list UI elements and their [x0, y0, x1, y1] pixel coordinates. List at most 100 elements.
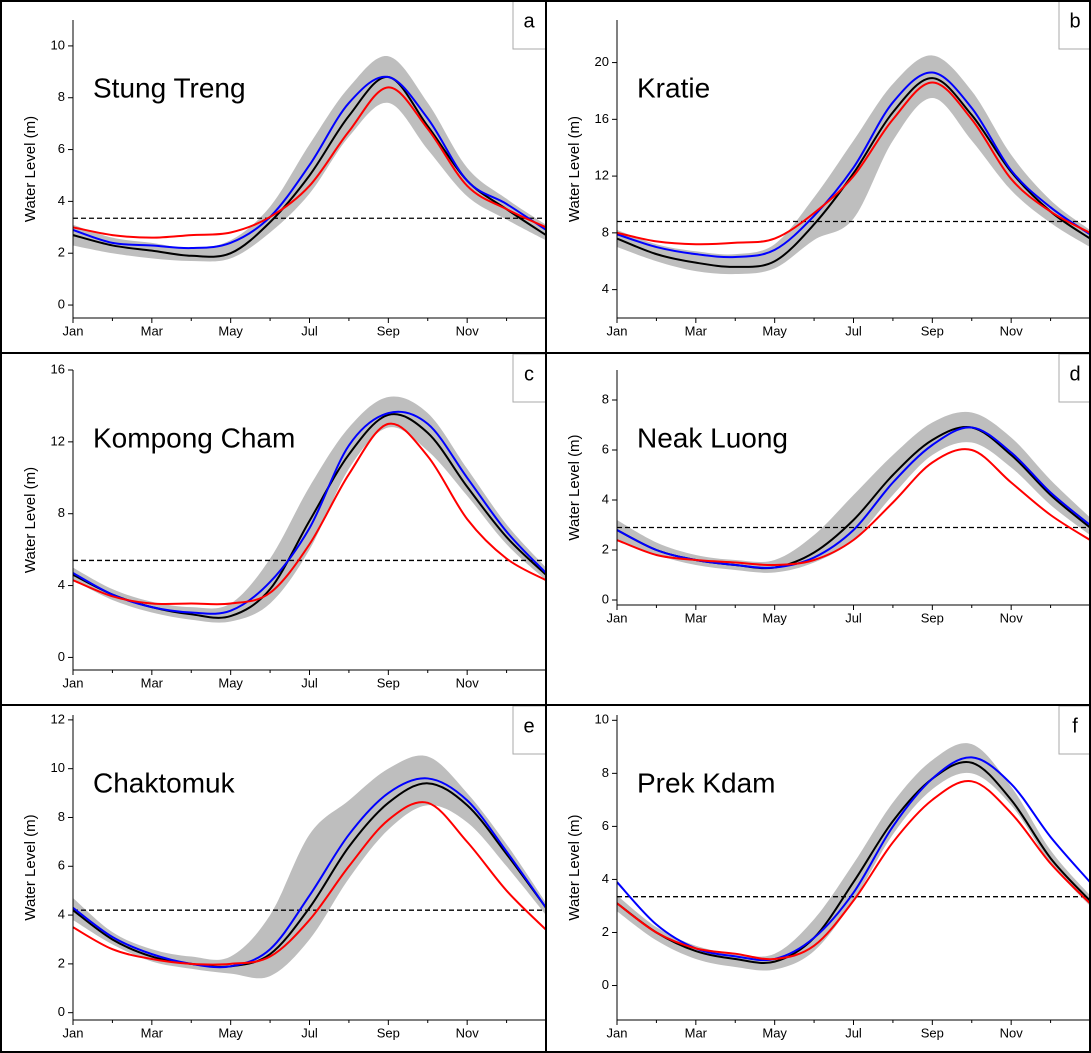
range-band	[73, 56, 546, 262]
x-tick-label: Jul	[301, 675, 318, 690]
y-tick-label: 0	[58, 296, 65, 311]
x-tick-label: Nov	[1000, 610, 1024, 625]
x-tick-label: Sep	[377, 675, 400, 690]
y-tick-label: 8	[602, 765, 609, 780]
panel-label: d	[1069, 363, 1080, 385]
y-tick-label: 2	[602, 924, 609, 939]
x-tick-label: Jul	[301, 323, 318, 338]
y-tick-label: 6	[602, 818, 609, 833]
series-line	[617, 780, 1090, 961]
x-tick-label: Nov	[1000, 1025, 1024, 1040]
x-tick-label: Nov	[456, 1025, 480, 1040]
y-tick-label: 8	[58, 809, 65, 824]
y-tick-label: 6	[58, 141, 65, 156]
y-tick-label: 10	[51, 37, 65, 52]
y-tick-label: 4	[58, 907, 65, 922]
plot-area	[617, 55, 1090, 275]
plot-area	[617, 411, 1090, 573]
x-tick-label: Sep	[377, 323, 400, 338]
x-tick-label: Jul	[845, 610, 862, 625]
x-tick-label: Jul	[845, 1025, 862, 1040]
range-band	[73, 755, 546, 979]
y-tick-label: 4	[602, 281, 609, 296]
range-band	[73, 396, 546, 623]
series-line	[73, 422, 546, 606]
series-line	[617, 761, 1090, 964]
series-line	[73, 75, 546, 250]
x-tick-label: May	[762, 610, 787, 625]
series-line	[73, 777, 546, 969]
x-tick-label: May	[762, 1025, 787, 1040]
y-axis-label: Water Level (m)	[566, 434, 583, 540]
x-tick-label: Jan	[607, 323, 628, 338]
x-tick-label: Jan	[607, 1025, 628, 1040]
y-tick-label: 4	[58, 577, 65, 592]
series-line	[73, 782, 546, 968]
y-tick-label: 2	[58, 955, 65, 970]
y-tick-label: 10	[595, 712, 609, 727]
panel-label-box	[512, 705, 547, 755]
y-tick-label: 4	[602, 871, 609, 886]
y-tick-label: 12	[51, 711, 65, 726]
series-line	[617, 448, 1090, 567]
x-tick-label: Sep	[921, 323, 944, 338]
y-tick-label: 8	[58, 89, 65, 104]
y-tick-label: 0	[602, 591, 609, 606]
y-tick-label: 4	[602, 491, 609, 506]
y-tick-label: 6	[58, 858, 65, 873]
station-name: Prek Kdam	[637, 767, 776, 798]
series-line	[73, 801, 546, 966]
panel-label: c	[524, 363, 534, 385]
plot-area	[73, 396, 546, 623]
panel-label: b	[1069, 10, 1080, 32]
station-name: Stung Treng	[93, 72, 246, 103]
y-tick-label: 10	[51, 760, 65, 775]
y-tick-label: 4	[58, 193, 65, 208]
x-tick-label: May	[218, 1025, 243, 1040]
x-tick-label: Jan	[63, 675, 84, 690]
panel: 0 2 4 6 8 10 12 Jan Mar May Jul Sep Nov Water Level (…	[22, 705, 547, 1040]
x-tick-label: May	[218, 675, 243, 690]
x-tick-label: Jan	[63, 323, 84, 338]
plot-area	[617, 743, 1090, 971]
y-tick-label: 12	[51, 433, 65, 448]
panel: 0 2 4 6 8 Jan Mar May Jul Sep Nov Water Level (m) Ne…	[566, 353, 1091, 625]
panel-label-box	[512, 353, 547, 403]
y-axis-label: Water Level (m)	[22, 814, 39, 920]
x-tick-label: May	[762, 323, 787, 338]
panel: 0 2 4 6 8 10 Jan Mar May Jul Sep Nov Water Level (m)…	[566, 705, 1091, 1040]
series-line	[617, 71, 1090, 259]
x-tick-label: Mar	[685, 610, 708, 625]
y-tick-label: 8	[58, 505, 65, 520]
y-axis-label: Water Level (m)	[22, 467, 39, 573]
panel: 0 2 4 6 8 10 Jan Mar May Jul Sep Nov Water Level (m)…	[22, 0, 547, 338]
series-line	[617, 81, 1090, 246]
x-tick-label: Sep	[921, 1025, 944, 1040]
x-tick-label: Mar	[685, 323, 708, 338]
x-tick-label: Mar	[141, 323, 164, 338]
x-tick-label: Jul	[845, 323, 862, 338]
y-axis-label: Water Level (m)	[566, 814, 583, 920]
station-name: Kratie	[637, 72, 710, 103]
y-tick-label: 8	[602, 391, 609, 406]
x-tick-label: Mar	[685, 1025, 708, 1040]
panel-label: f	[1072, 715, 1078, 737]
y-tick-label: 6	[602, 441, 609, 456]
series-line	[73, 410, 546, 615]
range-band	[617, 55, 1090, 275]
station-name: Neak Luong	[637, 422, 788, 453]
y-tick-label: 20	[595, 54, 609, 69]
y-tick-label: 2	[602, 541, 609, 556]
y-tick-label: 8	[602, 224, 609, 239]
panel-label: a	[523, 10, 535, 32]
x-tick-label: Jul	[301, 1025, 318, 1040]
y-axis-label: Water Level (m)	[566, 116, 583, 222]
y-tick-label: 12	[595, 168, 609, 183]
y-tick-label: 0	[602, 977, 609, 992]
panel-label: e	[523, 715, 534, 737]
x-tick-label: Nov	[456, 323, 480, 338]
y-tick-label: 2	[58, 245, 65, 260]
panel-label-box	[1058, 353, 1091, 403]
